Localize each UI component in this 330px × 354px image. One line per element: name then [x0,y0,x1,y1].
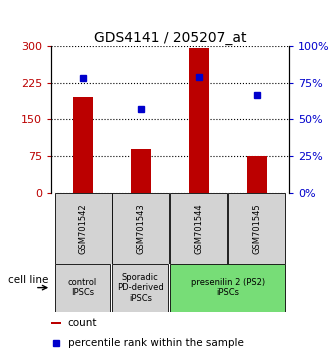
Title: GDS4141 / 205207_at: GDS4141 / 205207_at [94,31,246,45]
Bar [113,264,168,312]
Bar [73,97,93,193]
Bar [54,264,110,312]
Text: GSM701545: GSM701545 [252,203,261,254]
Bar [247,156,267,193]
Text: GSM701542: GSM701542 [79,203,87,254]
Bar [113,193,170,264]
Bar [131,149,151,193]
Text: percentile rank within the sample: percentile rank within the sample [68,338,244,348]
Text: presenilin 2 (PS2)
iPSCs: presenilin 2 (PS2) iPSCs [191,278,265,297]
Bar [170,193,227,264]
Text: GSM701543: GSM701543 [137,203,146,254]
Bar [170,264,285,312]
Bar [228,193,285,264]
Bar [54,193,112,264]
Text: Sporadic
PD-derived
iPSCs: Sporadic PD-derived iPSCs [117,273,164,303]
Text: control
IPSCs: control IPSCs [68,278,97,297]
Text: cell line: cell line [8,275,48,285]
Text: GSM701544: GSM701544 [194,203,203,254]
Bar [189,48,209,193]
Bar [51,322,61,324]
Text: count: count [68,318,97,328]
